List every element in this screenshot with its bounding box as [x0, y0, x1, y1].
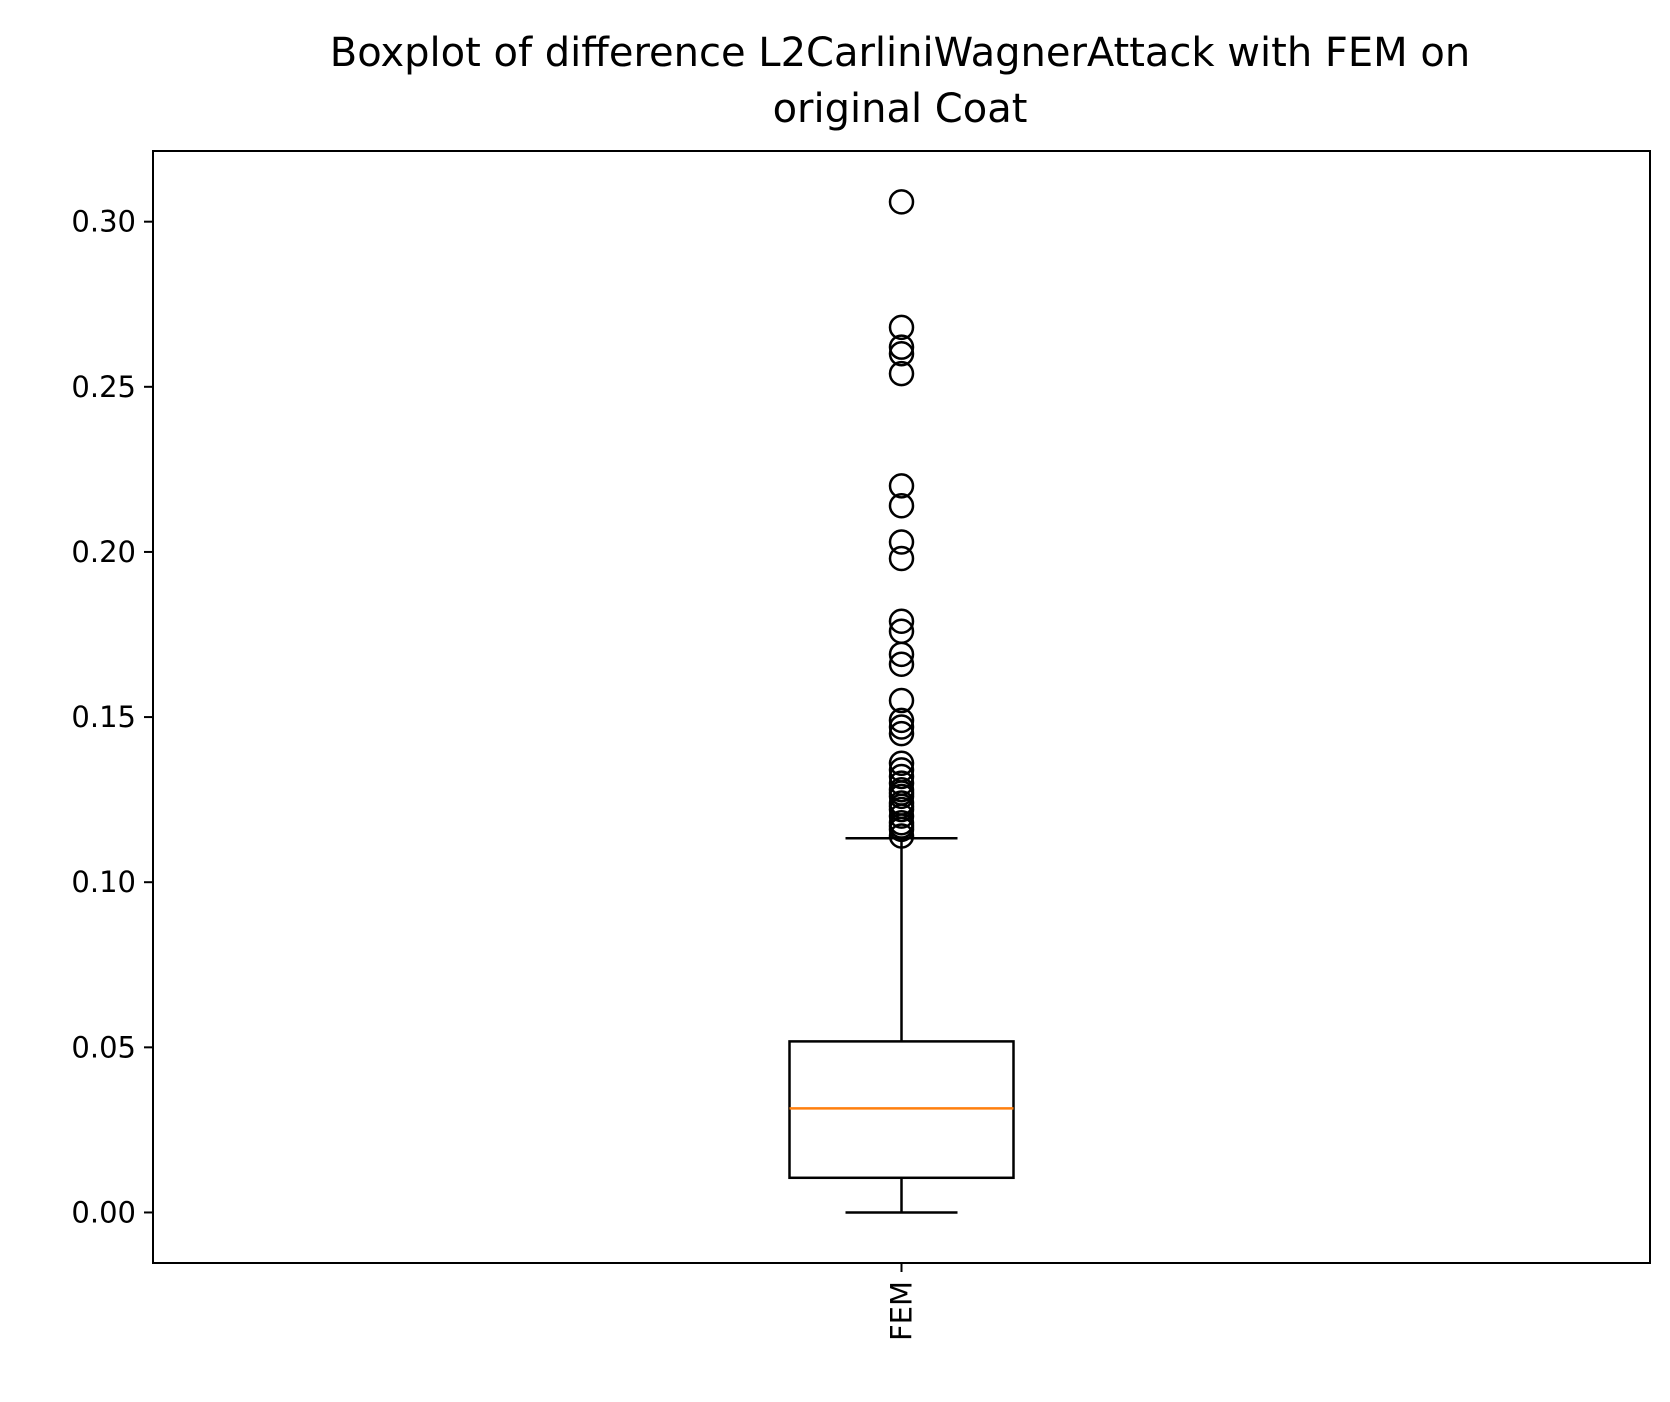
y-tick-label: 0.20 [71, 535, 136, 569]
y-tick-label: 0.30 [71, 205, 136, 239]
x-tick-label: FEM [885, 1281, 919, 1341]
outlier-point [888, 816, 915, 843]
plot-area-frame [152, 150, 1651, 1264]
y-tick-label: 0.25 [71, 370, 136, 404]
y-tick-label: 0.10 [71, 865, 136, 899]
outlier-point [888, 341, 915, 367]
outlier-point [888, 651, 915, 677]
outlier-point [888, 608, 915, 635]
y-axis: 0.00 0.05 0.10 0.15 0.20 0.25 0.30 [71, 205, 153, 1229]
outlier-point [888, 334, 915, 360]
outlier-point [888, 641, 915, 668]
x-axis: FEM [885, 1263, 919, 1341]
outlier-point [888, 529, 915, 555]
outlier-point [888, 720, 915, 747]
outlier-point [888, 492, 915, 519]
box-series [788, 189, 1015, 1214]
outlier-point [888, 473, 915, 499]
outlier-point [888, 360, 915, 387]
outlier-point [888, 618, 915, 644]
outlier-point [888, 783, 915, 810]
y-tick-label: 0.05 [71, 1030, 136, 1064]
outlier-point [888, 707, 915, 734]
outlier-point [888, 796, 915, 823]
y-tick-label: 0.00 [71, 1195, 136, 1229]
chart-title-line-1: Boxplot of difference L2CarliniWagnerAtt… [330, 30, 1470, 76]
outlier-point [888, 545, 915, 572]
outlier-point [888, 714, 915, 740]
outlier-point [888, 750, 915, 777]
outlier-point [888, 189, 915, 215]
outlier-point [888, 803, 915, 829]
outlier-point [888, 763, 915, 790]
outlier-point [888, 314, 915, 341]
chart-title-line-2: original Coat [773, 86, 1028, 132]
outlier-point [888, 687, 915, 714]
y-tick-label: 0.15 [71, 700, 136, 734]
outlier-point [888, 823, 915, 849]
